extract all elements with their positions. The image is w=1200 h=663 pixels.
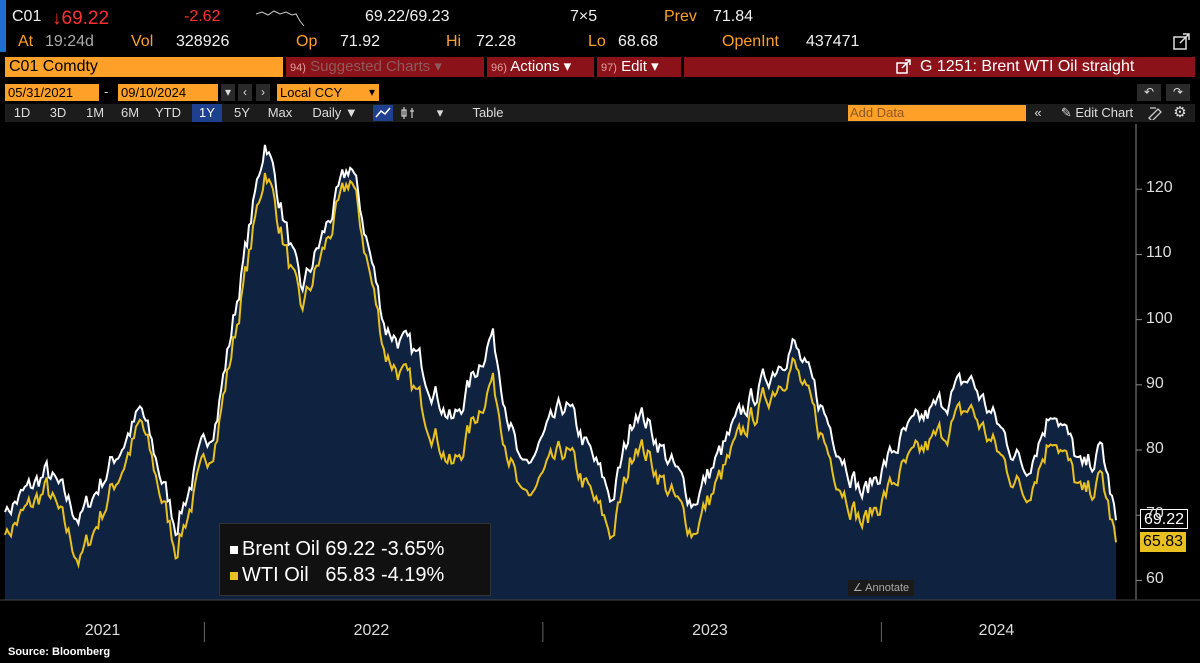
y-tick-label: 90 <box>1146 374 1164 392</box>
y-tick-label: 70 <box>1146 505 1164 523</box>
chevron-left-icon[interactable]: ‹ <box>238 84 252 101</box>
brent-area-fill <box>5 144 1116 600</box>
legend-entry-brent: Brent Oil 69.22 -3.65% <box>230 538 444 561</box>
legend-entry-wti: WTI Oil 65.83 -4.19% <box>230 564 444 587</box>
annotate-pencil-icon: ∠ <box>852 582 863 594</box>
vol-value: 328926 <box>176 33 230 50</box>
popout-icon[interactable] <box>1172 32 1192 52</box>
at-label: At <box>18 33 34 50</box>
start-date-input[interactable]: 05/31/2021 <box>5 84 99 101</box>
pencil-icon: ✎ <box>1060 105 1072 120</box>
undo-icon[interactable]: ↶ <box>1137 84 1161 101</box>
low-value: 68.68 <box>618 33 659 50</box>
y-tick-label: 80 <box>1146 440 1164 458</box>
chart-title-bar <box>684 57 1195 77</box>
chart-legend: Brent Oil 69.22 -3.65% WTI Oil 65.83 -4.… <box>219 523 491 596</box>
security-field[interactable]: C01 Comdty <box>5 57 283 77</box>
open-value: 71.92 <box>340 33 381 50</box>
bid-ask-size: 7×5 <box>570 8 598 25</box>
annotate-button[interactable]: ∠ Annotate <box>848 580 914 596</box>
open-label: Op <box>296 33 318 50</box>
range-button-6m[interactable]: 6M <box>120 105 140 120</box>
end-date-input[interactable]: 09/10/2024 <box>118 84 218 101</box>
vol-label: Vol <box>131 33 154 50</box>
launch-icon[interactable] <box>896 59 912 75</box>
y-tick-label: 120 <box>1146 179 1173 197</box>
wti-last-tag: 65.83 <box>1140 532 1187 552</box>
low-label: Lo <box>588 33 606 50</box>
line-chart-icon[interactable] <box>373 105 393 121</box>
price-change: -2.62 <box>184 8 221 25</box>
date-separator: - <box>104 84 109 99</box>
edit-chart-button[interactable]: ✎ Edit Chart <box>1060 105 1134 120</box>
prev-label: Prev <box>664 8 697 25</box>
collapse-icon[interactable]: « <box>1034 105 1042 120</box>
header-accent-strip <box>0 0 6 52</box>
gear-icon[interactable]: ⚙ <box>1173 104 1187 121</box>
table-button[interactable]: Table <box>472 105 504 120</box>
chart-settings-icon[interactable] <box>1148 106 1164 120</box>
brent-last-tag: 69.22 <box>1140 509 1189 529</box>
y-tick-label: 100 <box>1146 309 1173 327</box>
currency-select[interactable]: Local CCY <box>277 84 365 101</box>
chart-title: G 1251: Brent WTI Oil straight <box>920 58 1135 75</box>
chart-type-dropdown-icon[interactable]: ▾ <box>436 105 444 120</box>
bid-ask: 69.22/69.23 <box>365 8 450 25</box>
x-tick-label: 2022 <box>353 622 390 639</box>
y-tick-label: 60 <box>1146 570 1164 588</box>
wti-line <box>4 172 1117 569</box>
x-tick-label: 2024 <box>978 622 1015 639</box>
high-value: 72.28 <box>476 33 517 50</box>
edit-menu[interactable]: 97) Edit ▾ <box>597 57 681 77</box>
sparkline-icon <box>256 10 305 27</box>
prev-value: 71.84 <box>713 8 754 25</box>
x-tick-label: 2021 <box>84 622 121 639</box>
candlestick-icon[interactable] <box>398 105 418 121</box>
chevron-right-icon[interactable]: › <box>256 84 270 101</box>
dropdown-arrow-icon: ▾ <box>563 58 572 75</box>
frequency-select[interactable]: Daily ▼ <box>312 105 358 120</box>
redo-icon[interactable]: ↷ <box>1166 84 1190 101</box>
down-arrow-icon: ↓ <box>52 8 62 29</box>
time-value: 19:24d <box>45 33 94 50</box>
add-data-input[interactable]: Add Data <box>848 105 1026 121</box>
range-button-1y[interactable]: 1Y <box>192 104 222 122</box>
x-tick-label: 2023 <box>692 622 728 639</box>
wti-swatch-icon <box>230 571 238 580</box>
brent-line <box>4 144 1117 537</box>
last-price: ↓69.22 <box>52 8 110 29</box>
brent-swatch-icon <box>230 545 238 554</box>
range-button-5y[interactable]: 5Y <box>234 105 250 120</box>
actions-menu[interactable]: 96) Actions ▾ <box>487 57 594 77</box>
range-button-1m[interactable]: 1M <box>85 105 105 120</box>
open-interest-value: 437471 <box>806 33 860 50</box>
calendar-icon[interactable]: ▾ <box>221 84 235 101</box>
currency-dropdown-icon[interactable]: ▾ <box>365 84 379 101</box>
y-tick-label: 110 <box>1146 244 1172 262</box>
high-label: Hi <box>446 33 462 50</box>
suggested-charts-menu[interactable]: 94) Suggested Charts ▾ <box>286 57 484 77</box>
dropdown-arrow-icon: ▾ <box>434 58 442 75</box>
range-button-3d[interactable]: 3D <box>49 105 67 120</box>
price-chart[interactable] <box>0 124 1200 663</box>
ticker: C01 <box>12 8 42 25</box>
open-interest-label: OpenInt <box>722 33 779 50</box>
range-button-ytd[interactable]: YTD <box>155 105 181 120</box>
source-note: Source: Bloomberg <box>8 646 111 658</box>
range-button-1d[interactable]: 1D <box>13 105 31 120</box>
range-button-max[interactable]: Max <box>267 105 293 120</box>
dropdown-arrow-icon: ▾ <box>651 58 659 75</box>
